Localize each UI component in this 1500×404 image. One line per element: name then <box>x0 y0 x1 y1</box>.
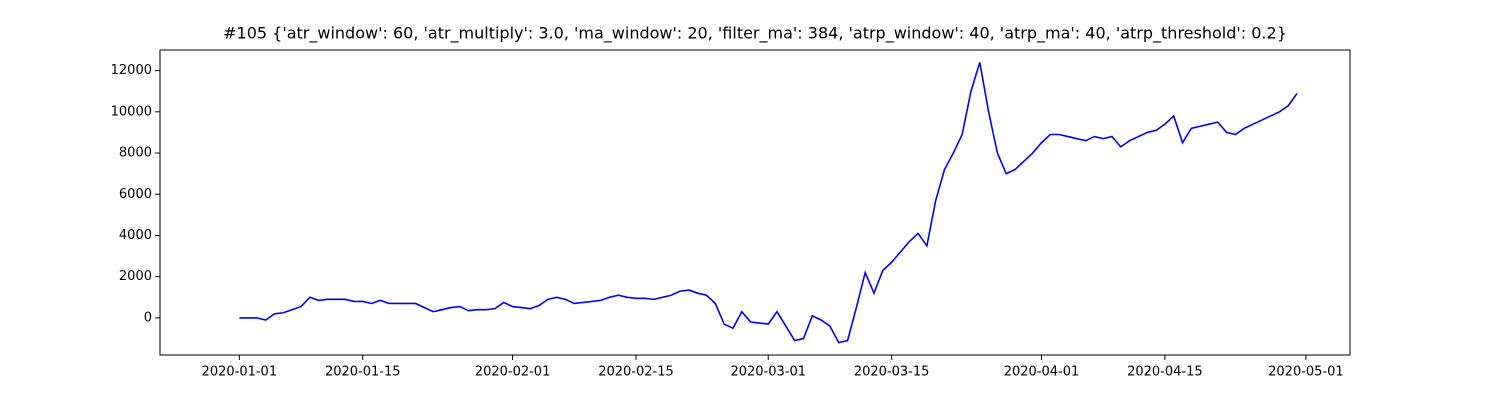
x-tick-label: 2020-04-01 <box>1004 365 1080 380</box>
x-tick-label: 2020-03-15 <box>854 365 930 380</box>
y-tick-label: 6000 <box>119 187 152 202</box>
x-tick-label: 2020-04-15 <box>1127 365 1203 380</box>
y-tick-label: 0 <box>144 310 152 325</box>
y-tick-label: 12000 <box>111 63 152 78</box>
y-tick-label: 2000 <box>119 269 152 284</box>
chart-title: #105 {'atr_window': 60, 'atr_multiply': … <box>223 24 1287 44</box>
y-tick-label: 10000 <box>111 104 152 119</box>
y-tick-label: 4000 <box>119 228 152 243</box>
x-tick-label: 2020-02-15 <box>598 365 674 380</box>
x-tick-label: 2020-01-15 <box>325 365 401 380</box>
x-tick-label: 2020-03-01 <box>730 365 806 380</box>
x-tick-label: 2020-02-01 <box>475 365 551 380</box>
y-tick-label: 8000 <box>119 146 152 161</box>
plot-frame <box>159 49 1351 356</box>
line-series <box>239 62 1298 344</box>
x-tick-label: 2020-05-01 <box>1268 365 1344 380</box>
x-tick-label: 2020-01-01 <box>202 365 278 380</box>
